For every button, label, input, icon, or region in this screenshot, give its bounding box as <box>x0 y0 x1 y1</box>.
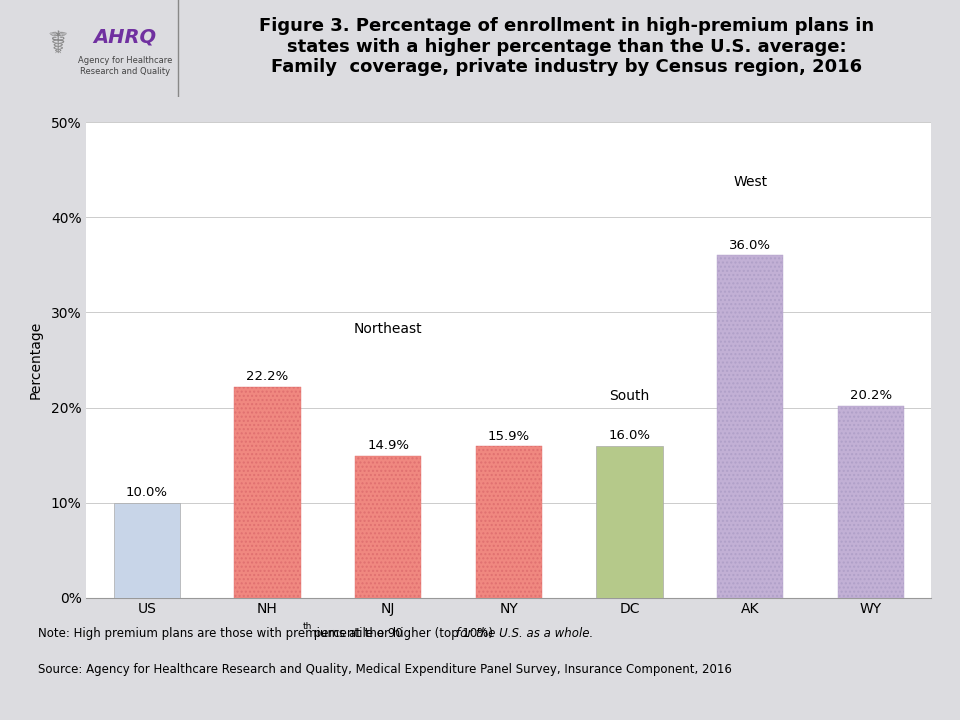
Text: 10.0%: 10.0% <box>126 486 168 499</box>
Bar <box>717 256 783 598</box>
Bar <box>234 387 300 598</box>
Text: 36.0%: 36.0% <box>730 238 771 252</box>
Text: Note: High premium plans are those with premiums at the 90: Note: High premium plans are those with … <box>38 627 403 640</box>
Text: AHRQ: AHRQ <box>93 27 156 46</box>
Text: Figure 3. Percentage of enrollment in high-premium plans in
states with a higher: Figure 3. Percentage of enrollment in hi… <box>259 17 874 76</box>
Bar <box>475 446 542 598</box>
Text: South: South <box>610 389 650 402</box>
Text: percentile or higher (top 10%): percentile or higher (top 10%) <box>310 627 496 640</box>
Text: 20.2%: 20.2% <box>850 389 892 402</box>
Text: th: th <box>302 621 312 631</box>
Text: for the U.S. as a whole.: for the U.S. as a whole. <box>456 627 593 640</box>
Text: 16.0%: 16.0% <box>609 428 651 442</box>
Text: West: West <box>733 175 767 189</box>
Text: 15.9%: 15.9% <box>488 430 530 443</box>
Bar <box>113 503 180 598</box>
Text: Northeast: Northeast <box>354 323 422 336</box>
Bar <box>355 456 421 598</box>
Bar <box>838 405 904 598</box>
Text: Source: Agency for Healthcare Research and Quality, Medical Expenditure Panel Su: Source: Agency for Healthcare Research a… <box>38 663 732 676</box>
Text: ☤: ☤ <box>47 30 68 58</box>
Text: 22.2%: 22.2% <box>247 370 289 383</box>
Text: 14.9%: 14.9% <box>367 439 409 452</box>
Bar <box>596 446 662 598</box>
Y-axis label: Percentage: Percentage <box>29 321 42 399</box>
Text: Agency for Healthcare
Research and Quality: Agency for Healthcare Research and Quali… <box>78 56 172 76</box>
